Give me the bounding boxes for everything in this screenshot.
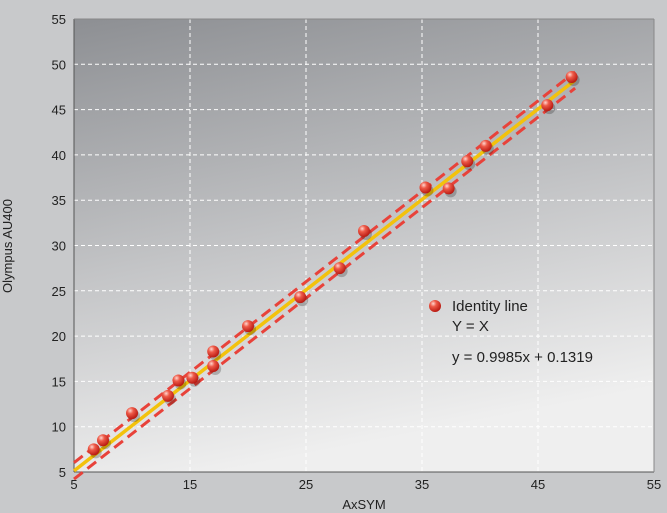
x-tick-label: 5 — [70, 477, 77, 492]
data-point — [172, 374, 185, 387]
legend-label-identity: Identity line — [452, 298, 528, 315]
legend-marker-icon — [429, 300, 441, 312]
y-tick-label: 35 — [52, 193, 66, 208]
data-point — [242, 320, 254, 333]
data-point — [333, 262, 346, 275]
x-axis-title: AxSYM — [342, 497, 385, 512]
data-point — [186, 371, 199, 384]
lower-band-line — [73, 87, 577, 481]
data-point — [294, 291, 307, 304]
grid-lines — [74, 19, 654, 472]
data-point — [541, 99, 554, 112]
y-tick-label: 55 — [52, 12, 66, 27]
data-point — [565, 70, 578, 83]
y-tick-label: 40 — [52, 148, 66, 163]
y-tick-label: 5 — [59, 465, 66, 480]
data-points — [87, 70, 580, 459]
regression-equation: y = 0.9985x + 0.1319 — [452, 349, 593, 366]
legend: Identity line Y = X y = 0.9985x + 0.1319 — [429, 298, 593, 366]
y-tick-label: 45 — [52, 103, 66, 118]
data-point — [87, 443, 100, 456]
data-point — [442, 182, 455, 195]
data-point — [461, 155, 474, 168]
data-point — [207, 359, 220, 372]
x-tick-label: 35 — [415, 477, 429, 492]
y-tick-label: 25 — [52, 284, 66, 299]
x-tick-label: 45 — [531, 477, 545, 492]
y-tick-label: 50 — [52, 57, 66, 72]
data-point — [161, 389, 174, 402]
data-point — [479, 139, 492, 152]
y-tick-label: 10 — [52, 420, 66, 435]
data-point — [419, 181, 432, 194]
data-point — [358, 225, 370, 238]
legend-label-y-equals-x: Y = X — [452, 318, 489, 335]
y-axis-title: Olympus AU400 — [0, 199, 15, 293]
data-point — [97, 434, 109, 447]
x-tick-label: 25 — [299, 477, 313, 492]
axes — [73, 18, 655, 473]
data-point — [126, 407, 138, 420]
y-tick-label: 30 — [52, 239, 66, 254]
x-tick-label: 15 — [183, 477, 197, 492]
data-point — [207, 345, 220, 358]
upper-band-line — [73, 70, 577, 464]
y-tick-label: 15 — [52, 374, 66, 389]
x-tick-label: 55 — [647, 477, 661, 492]
y-tick-label: 20 — [52, 329, 66, 344]
